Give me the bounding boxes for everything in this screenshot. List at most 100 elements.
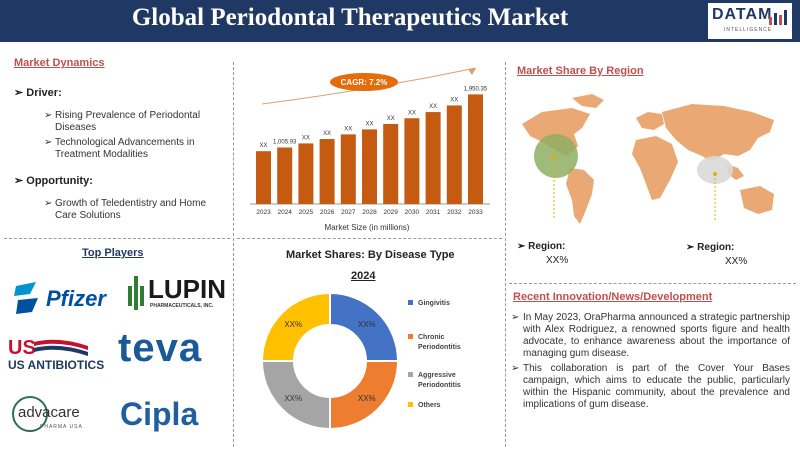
bar-value-label: XX <box>429 104 437 110</box>
divider-left-mid <box>4 238 230 239</box>
cipla-name: Cipla <box>120 396 199 432</box>
region-left-value: XX% <box>546 255 569 266</box>
year-tick-label: 2030 <box>405 209 420 216</box>
cagr-badge <box>330 73 398 91</box>
lupin-mark-icon <box>128 276 144 310</box>
driver-heading: ➢ Driver: <box>14 87 62 99</box>
bar-value-label: XX <box>408 110 416 116</box>
bar-2032 <box>446 105 462 204</box>
bar-2029 <box>383 123 399 204</box>
bar-2028 <box>362 129 377 204</box>
advacare-name: advacare <box>18 404 80 421</box>
teva-name: teva <box>118 326 203 370</box>
legend-swatch <box>408 372 413 377</box>
region-right-label: ➢ Region: <box>686 242 735 253</box>
world-map-icon <box>522 94 774 224</box>
cagr-arrowhead-icon <box>468 68 476 75</box>
lupin-logo: LUPIN PHARMACEUTICALS, INC. <box>128 270 226 318</box>
bar-value-label: XX <box>344 126 352 132</box>
slice-label: XX% <box>358 394 376 403</box>
year-tick-label: 2031 <box>426 209 441 216</box>
news-title: Recent Innovation/News/Development <box>513 291 713 303</box>
pfizer-logo: Pfizer <box>12 278 107 318</box>
pfizer-name: Pfizer <box>46 286 106 311</box>
year-tick-label: 2025 <box>299 209 314 216</box>
lupin-name: LUPIN <box>148 274 226 304</box>
brand-logo: DATAM INTELLIGENCE <box>708 3 792 39</box>
header-banner: Global Periodontal Therapeutics Market D… <box>0 0 800 42</box>
advacare-logo: advacare PHARMA USA <box>10 394 105 436</box>
region-title: Market Share By Region <box>517 65 644 77</box>
brand-tagline: INTELLIGENCE <box>724 27 773 33</box>
divider-right-mid <box>509 283 796 284</box>
us-antibiotics-name: US ANTIBIOTICS <box>8 358 105 372</box>
svg-text:US: US <box>8 337 36 358</box>
bar-value-label: XX <box>450 97 458 103</box>
year-tick-label: 2033 <box>468 209 483 216</box>
year-tick-label: 2032 <box>447 209 462 216</box>
driver-item: ➢ Rising Prevalence of Periodontal Diseas… <box>44 110 201 133</box>
flag-swoosh-icon: US <box>8 337 88 358</box>
year-tick-label: 2023 <box>256 209 271 216</box>
arrow-icon: ➢ <box>517 241 529 252</box>
top-players-title: Top Players <box>82 247 144 259</box>
bar-chart-xlabel: Market Size (in millions) <box>325 223 410 232</box>
bar-2027 <box>340 134 356 204</box>
bar-value-label: XX <box>387 116 395 122</box>
slice-label: XX% <box>284 320 302 329</box>
year-tick-label: 2027 <box>341 209 356 216</box>
bar-2025 <box>298 143 314 204</box>
advacare-subtitle: PHARMA USA <box>40 424 83 430</box>
us-antibiotics-logo: US US ANTIBIOTICS <box>8 336 108 378</box>
divider-center-mid <box>237 238 502 239</box>
legend-entry: Aggressive Periodontitis <box>418 372 461 389</box>
disease-donut-chart: XX% XX% XX% XX% Gingivitis Chronic Periodontit… <box>260 291 461 431</box>
slice-others <box>260 291 331 362</box>
arrow-icon: ➢ <box>14 87 27 99</box>
bar-2023 <box>256 151 271 204</box>
arrow-icon: ➢ <box>44 110 53 121</box>
bar-2031 <box>425 112 441 204</box>
legend-swatch <box>408 402 413 407</box>
legend-entry: Gingivitis <box>418 300 450 307</box>
year-tick-label: 2029 <box>383 209 398 216</box>
year-tick-label: 2028 <box>362 209 377 216</box>
bar-2030 <box>404 118 420 204</box>
year-tick-label: 2026 <box>320 209 335 216</box>
region-left-label: ➢ Region: <box>517 241 566 252</box>
arrow-icon: ➢ <box>686 242 698 253</box>
news-item: ➢ This collaboration is part of the Cover… <box>511 363 790 410</box>
year-tick-label: 2024 <box>277 209 292 216</box>
cipla-logo: Cipla <box>120 396 220 436</box>
disease-chart-year: 2024 <box>351 270 376 282</box>
legend-entry: Others <box>418 402 441 409</box>
news-item: ➢ In May 2023, OraPharma announced a stra… <box>511 312 790 359</box>
region-right-value: XX% <box>725 256 748 267</box>
opportunity-heading: ➢ Opportunity: <box>14 175 93 187</box>
driver-item: ➢ Technological Advancements in Treatment… <box>44 137 195 160</box>
arrow-icon: ➢ <box>14 175 27 187</box>
opportunity-item: ➢ Growth of Teledentistry and Home Care S… <box>44 198 207 221</box>
bar-value-label: 1,950.35 <box>464 86 488 92</box>
bar-2026 <box>319 139 335 204</box>
bar-value-label: XX <box>365 121 373 127</box>
legend-entry: Chronic Periodontitis <box>418 334 461 351</box>
bar-value-label: 1,005.93 <box>273 139 297 145</box>
arrow-icon: ➢ <box>511 312 520 323</box>
legend-swatch <box>408 334 413 339</box>
market-dynamics-title: Market Dynamics <box>14 57 105 69</box>
bar-2024 <box>277 147 293 204</box>
bar-2033 <box>468 94 483 204</box>
divider-right <box>505 62 506 447</box>
legend-swatch <box>408 300 413 305</box>
bar-value-label: XX <box>323 131 331 137</box>
arrow-icon: ➢ <box>511 363 520 374</box>
bar-chart-logo-icon <box>769 10 787 25</box>
advacare-circle-icon <box>12 396 48 432</box>
brand-name: DATAM <box>712 6 773 23</box>
bar-value-label: XX <box>259 143 267 149</box>
bar-value-label: XX <box>302 135 310 141</box>
divider-left <box>233 62 234 447</box>
slice-label: XX% <box>358 320 376 329</box>
teva-logo: teva <box>118 326 226 374</box>
